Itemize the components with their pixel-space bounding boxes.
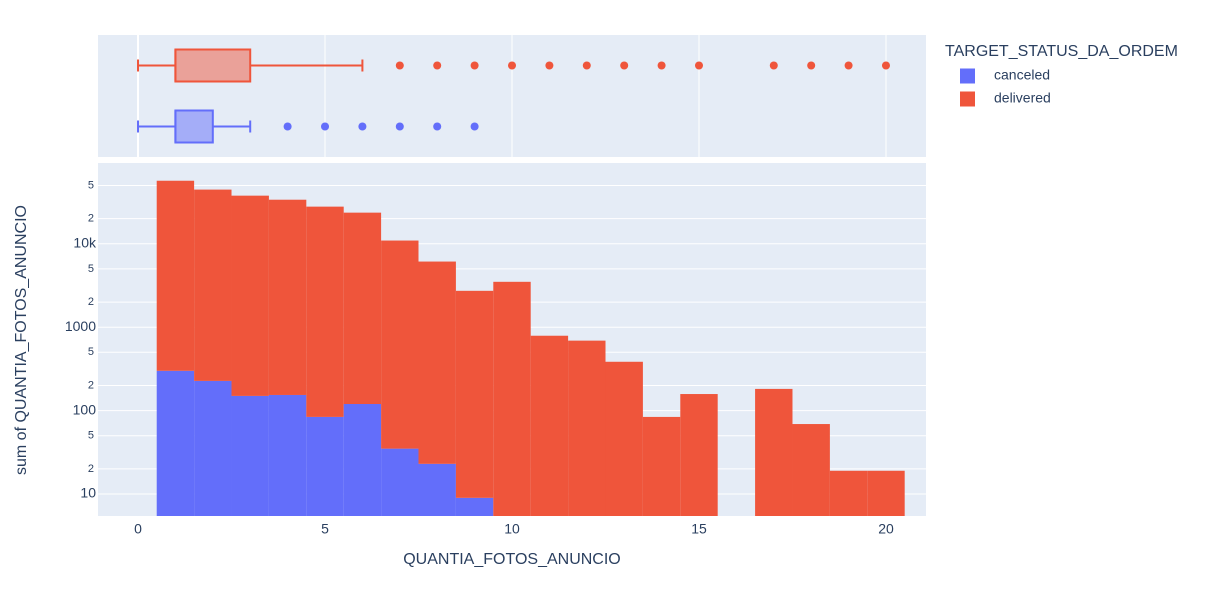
bar [156, 180, 195, 371]
outlier [395, 61, 404, 70]
bar [306, 416, 344, 516]
x-tick-label: 20 [878, 521, 894, 537]
bar [642, 416, 681, 516]
bar [530, 335, 569, 516]
x-tick-label: 5 [321, 521, 329, 537]
bar [194, 380, 232, 516]
bar [867, 470, 905, 516]
outlier [470, 122, 479, 131]
bar [455, 497, 494, 516]
outlier [433, 122, 442, 131]
y-tick-label: 100 [73, 401, 97, 417]
y-axis-title: sum of QUANTIA_FOTOS_ANUNCIO [13, 205, 30, 475]
bar [156, 370, 195, 516]
bar [268, 394, 307, 516]
outlier [321, 122, 330, 131]
bar [418, 463, 456, 516]
outlier [283, 122, 292, 131]
outlier [470, 61, 479, 70]
bar [829, 470, 868, 516]
bar [231, 395, 269, 516]
outlier [508, 61, 516, 70]
y-tick-label: 10k [73, 234, 97, 250]
box [174, 48, 252, 83]
bar [343, 212, 382, 404]
y-tick-label: 2 [88, 213, 94, 225]
bar [194, 189, 232, 381]
bar [755, 388, 793, 516]
y-tick-label: 5 [88, 346, 94, 358]
outlier [807, 61, 816, 70]
y-tick-label: 5 [88, 263, 94, 275]
bar [680, 394, 718, 516]
x-tick-label: 10 [504, 521, 520, 537]
x-tick-label: 15 [691, 521, 707, 537]
box [174, 109, 214, 144]
outlier [620, 61, 629, 70]
y-tick-label: 10 [80, 485, 96, 501]
outlier [433, 61, 442, 70]
bar [605, 361, 643, 516]
y-tick-label: 2 [88, 463, 94, 475]
x-axis-title: QUANTIA_FOTOS_ANUNCIO [403, 551, 621, 568]
outlier [545, 61, 554, 70]
bar [455, 290, 494, 498]
y-tick-label: 1000 [65, 318, 96, 334]
y-tick-label: 2 [88, 296, 94, 308]
bar [268, 199, 307, 395]
bar [231, 195, 269, 396]
outlier [657, 61, 666, 70]
y-tick-label: 2 [88, 379, 94, 391]
bar [381, 448, 419, 516]
outlier [881, 61, 890, 70]
outlier [694, 61, 703, 70]
x-tick-label: 0 [134, 521, 142, 537]
bar [306, 206, 344, 417]
legend-label: delivered [994, 90, 1051, 106]
y-tick-label: 5 [88, 179, 94, 191]
outlier [395, 122, 404, 131]
outlier [844, 61, 853, 70]
outlier [769, 61, 778, 70]
bar [792, 424, 830, 516]
bar [568, 340, 606, 516]
outlier [358, 122, 367, 131]
legend-swatch [960, 91, 975, 107]
legend-swatch [960, 68, 975, 84]
legend-title: TARGET_STATUS_DA_ORDEM [945, 43, 1178, 60]
bar [381, 240, 419, 449]
outlier [582, 61, 591, 70]
bar [343, 403, 382, 516]
legend-label: canceled [994, 67, 1050, 83]
y-tick-label: 5 [88, 430, 94, 442]
bar [418, 261, 456, 464]
bar [493, 281, 531, 516]
